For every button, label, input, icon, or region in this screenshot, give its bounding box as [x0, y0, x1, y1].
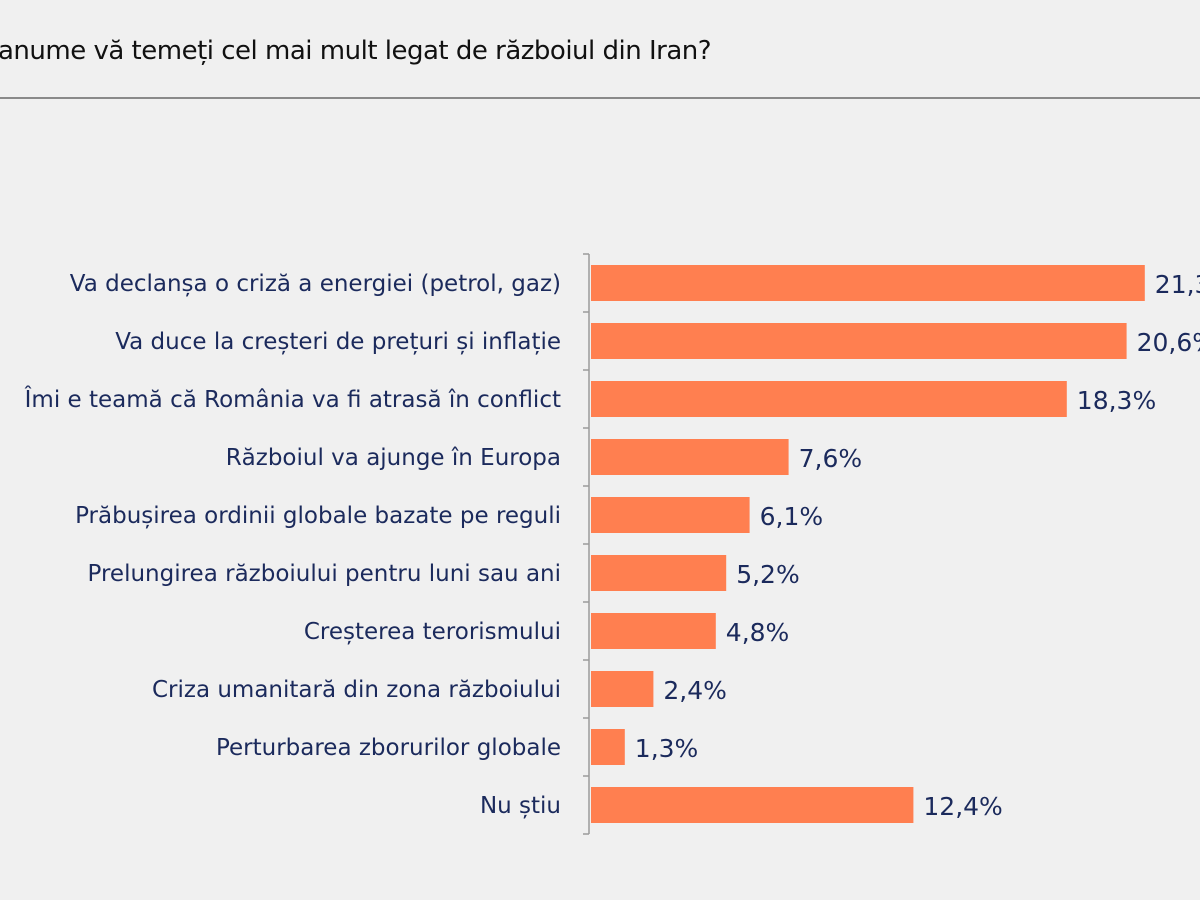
data-label: 6,1%: [760, 502, 824, 531]
bar: [591, 497, 750, 533]
bar: [591, 323, 1127, 359]
data-label: 1,3%: [635, 734, 699, 763]
category-label: Prelungirea războiului pentru luni sau a…: [88, 561, 562, 587]
data-label: 12,4%: [923, 792, 1002, 821]
data-label: 7,6%: [799, 444, 863, 473]
data-label: 2,4%: [663, 676, 727, 705]
category-label: Prăbușirea ordinii globale bazate pe reg…: [75, 503, 561, 529]
bar: [591, 729, 625, 765]
category-label: Criza umanitară din zona războiului: [152, 677, 561, 703]
bar: [591, 555, 727, 591]
category-label: Nu știu: [480, 793, 561, 819]
bar: [591, 381, 1067, 417]
chart-title: anume vă temeți cel mai mult legat de ră…: [0, 36, 712, 66]
category-label: Îmi e teamă că România va fi atrasă în c…: [24, 385, 561, 413]
bar: [591, 671, 654, 707]
category-label: Perturbarea zborurilor globale: [216, 735, 561, 761]
category-label: Războiul va ajunge în Europa: [226, 445, 561, 471]
category-label: Creșterea terorismului: [304, 619, 561, 645]
data-label: 4,8%: [726, 618, 790, 647]
data-label: 21,3%: [1155, 270, 1200, 299]
bar: [591, 265, 1145, 301]
data-label: 18,3%: [1077, 386, 1156, 415]
bar: [591, 439, 789, 475]
data-label: 20,6%: [1137, 328, 1200, 357]
bar: [591, 787, 914, 823]
category-label: Va duce la creșteri de prețuri și inflaț…: [115, 329, 561, 355]
data-label: 5,2%: [736, 560, 800, 589]
category-label: Va declanșa o criză a energiei (petrol, …: [70, 271, 561, 297]
bar: [591, 613, 716, 649]
title-divider: [0, 97, 1200, 99]
